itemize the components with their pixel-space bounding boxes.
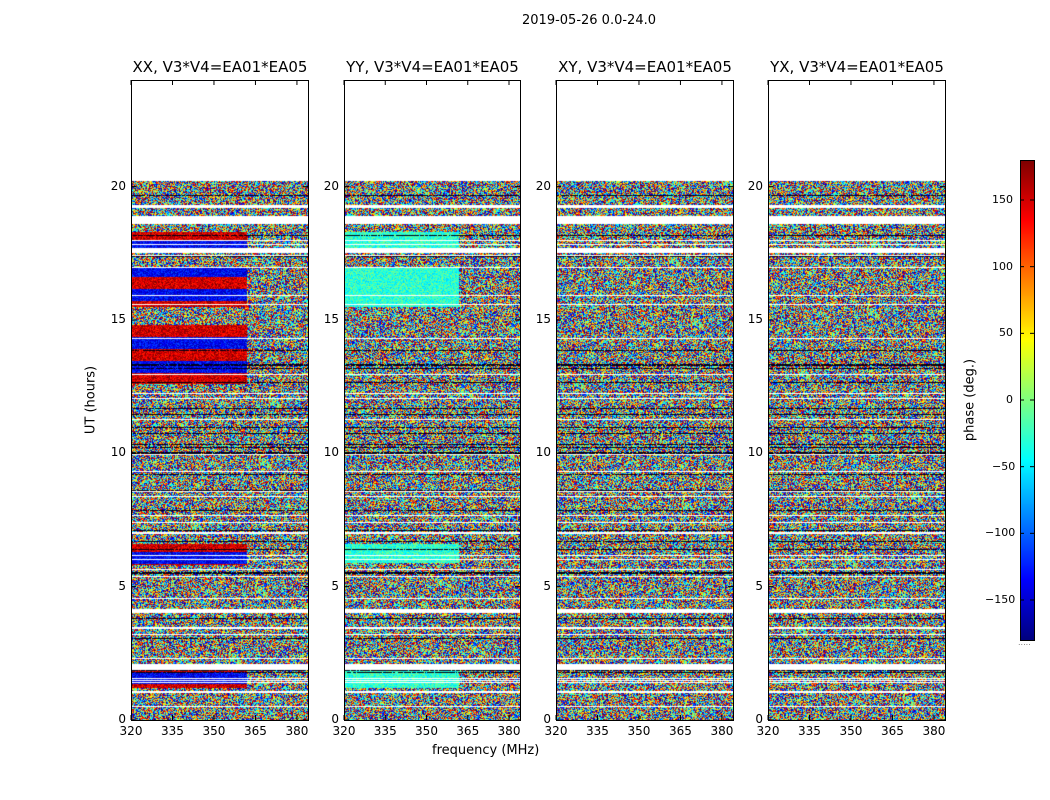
y-tick-label: 5 (331, 578, 339, 593)
x-tick-label: 320 (332, 724, 356, 738)
x-tick-label: 320 (119, 724, 143, 738)
x-tick-label: 365 (244, 724, 267, 738)
heatmap-xy (556, 80, 733, 720)
y-tick-label: 15 (323, 312, 339, 326)
panel-title-yx: YX, V3*V4=EA01*EA05 (770, 58, 944, 76)
y-tick-label: 20 (110, 178, 126, 193)
y-tick-label: 10 (747, 445, 763, 460)
heatmap-yy (344, 80, 520, 720)
x-tick-label: 350 (839, 724, 863, 738)
y-tick-label: 20 (747, 178, 763, 193)
y-tick-label: 20 (535, 178, 551, 193)
panel-title-xx: XX, V3*V4=EA01*EA05 (132, 58, 308, 76)
y-tick-label: 10 (323, 445, 339, 460)
panel-frame-2 (556, 80, 734, 721)
panel-title-xy: XY, V3*V4=EA01*EA05 (558, 58, 732, 76)
y-tick-label: 10 (535, 445, 551, 460)
y-tick-label: 10 (110, 445, 126, 460)
x-tick-label: 335 (161, 724, 184, 738)
x-tick-label: 380 (497, 724, 521, 738)
x-tick-label: 335 (373, 724, 397, 738)
x-tick-label: 380 (710, 724, 734, 738)
heatmap-xx (131, 80, 308, 720)
x-tick-label: 335 (586, 724, 609, 738)
x-tick-label: 350 (627, 724, 651, 738)
x-tick-label: 380 (285, 724, 309, 738)
colorbar-tick-label: 100 (992, 259, 1013, 273)
colorbar-tick-label: −50 (992, 459, 1016, 473)
y-tick-label: 5 (543, 578, 551, 593)
y-tick-label: 0 (118, 712, 126, 726)
colorbar-tick-label: 50 (999, 326, 1013, 340)
panel-frame-0 (131, 80, 309, 721)
y-tick-label: 5 (118, 578, 126, 593)
x-tick-label: 320 (544, 724, 568, 738)
colorbar-tick-label: −150 (985, 593, 1016, 606)
colorbar-tick-label: 0 (1006, 393, 1013, 406)
x-tick-label: 350 (202, 724, 226, 738)
figure-title: 2019-05-26 0.0-24.0 (522, 13, 656, 28)
y-tick-label: 0 (755, 712, 763, 726)
colorbar-tick-label: −100 (985, 526, 1016, 540)
x-tick-label: 380 (922, 724, 946, 738)
y-tick-label: 5 (755, 578, 763, 593)
x-tick-label: 350 (415, 724, 438, 738)
y-tick-label: 15 (747, 312, 763, 326)
y-tick-label: 15 (535, 312, 551, 326)
colorbar (1020, 160, 1034, 640)
panel-title-yy: YY, V3*V4=EA01*EA05 (346, 58, 519, 76)
x-tick-label: 365 (881, 724, 904, 738)
heatmap-yx (768, 80, 945, 720)
x-tick-label: 335 (798, 724, 821, 738)
x-tick-label: 365 (669, 724, 692, 738)
y-tick-label: 15 (110, 312, 126, 326)
x-axis-label: frequency (MHz) (432, 743, 540, 758)
y-tick-label: 0 (543, 712, 551, 726)
y-tick-label: 0 (331, 712, 339, 726)
colorbar-dots: ..... (1018, 638, 1031, 647)
colorbar-tick-label: 150 (992, 193, 1013, 206)
panel-frame-1 (344, 80, 521, 721)
colorbar-label: phase (deg.) (962, 358, 978, 442)
panel-frame-3 (768, 80, 946, 721)
y-tick-label: 20 (323, 178, 339, 193)
x-tick-label: 365 (456, 724, 480, 738)
x-tick-label: 320 (756, 724, 780, 738)
y-axis-label: UT (hours) (83, 365, 99, 435)
